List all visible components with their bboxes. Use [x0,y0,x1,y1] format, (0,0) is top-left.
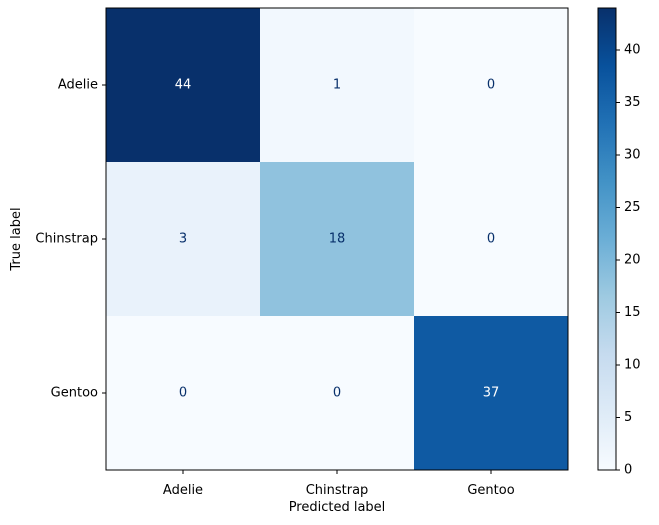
colorbar-tick-label: 35 [624,95,641,110]
colorbar [597,7,617,471]
cell-value-label: 0 [179,386,187,401]
cell-value-label: 0 [333,386,341,401]
heatmap-cell-gentoo-chinstrap [260,316,415,471]
colorbar-tick-label: 0 [624,463,632,478]
x-tick-label: Gentoo [467,483,514,498]
x-tick-label: Chinstrap [306,483,369,498]
heatmap-cell-chinstrap-chinstrap [260,162,415,317]
y-axis-ticks: Adelie Chinstrap Gentoo [35,78,106,401]
y-tick-label: Gentoo [51,386,98,401]
cell-value-label: 44 [175,78,192,93]
x-axis-label: Predicted label [289,500,386,515]
cell-value-label: 0 [487,232,495,247]
cell-value-label: 18 [329,232,346,247]
colorbar-tick-label: 40 [624,43,641,58]
cell-value-label: 1 [333,78,341,93]
colorbar-tick-label: 30 [624,148,641,163]
heatmap-cell-adelie-gentoo [414,8,569,163]
x-tick-label: Adelie [163,483,203,498]
colorbar-tick-label: 25 [624,200,641,215]
heatmap-cell-chinstrap-adelie [106,162,261,317]
heatmap-cell-adelie-chinstrap [260,8,415,163]
y-tick-label: Adelie [58,78,98,93]
y-axis-label: True label [9,207,24,271]
colorbar-tick-label: 20 [624,253,641,268]
cell-value-label: 0 [487,78,495,93]
heatmap-cell-chinstrap-gentoo [414,162,569,317]
colorbar-tick-label: 15 [624,305,641,320]
x-axis-ticks: Adelie Chinstrap Gentoo [163,470,515,498]
cell-value-label: 37 [483,386,500,401]
heatmap-cell-gentoo-gentoo [414,316,569,471]
colorbar-tick-label: 5 [624,410,632,425]
heatmap-cell-adelie-adelie [106,8,261,163]
colorbar-ticks: 0 5 10 15 20 25 30 35 40 [616,43,641,478]
heatmap-cells [106,8,569,471]
cell-value-labels: 44 1 0 3 18 0 0 0 37 [175,78,500,401]
cell-value-label: 3 [179,232,187,247]
heatmap-cell-gentoo-adelie [106,316,261,471]
y-tick-label: Chinstrap [35,232,98,247]
colorbar-tick-label: 10 [624,358,641,373]
